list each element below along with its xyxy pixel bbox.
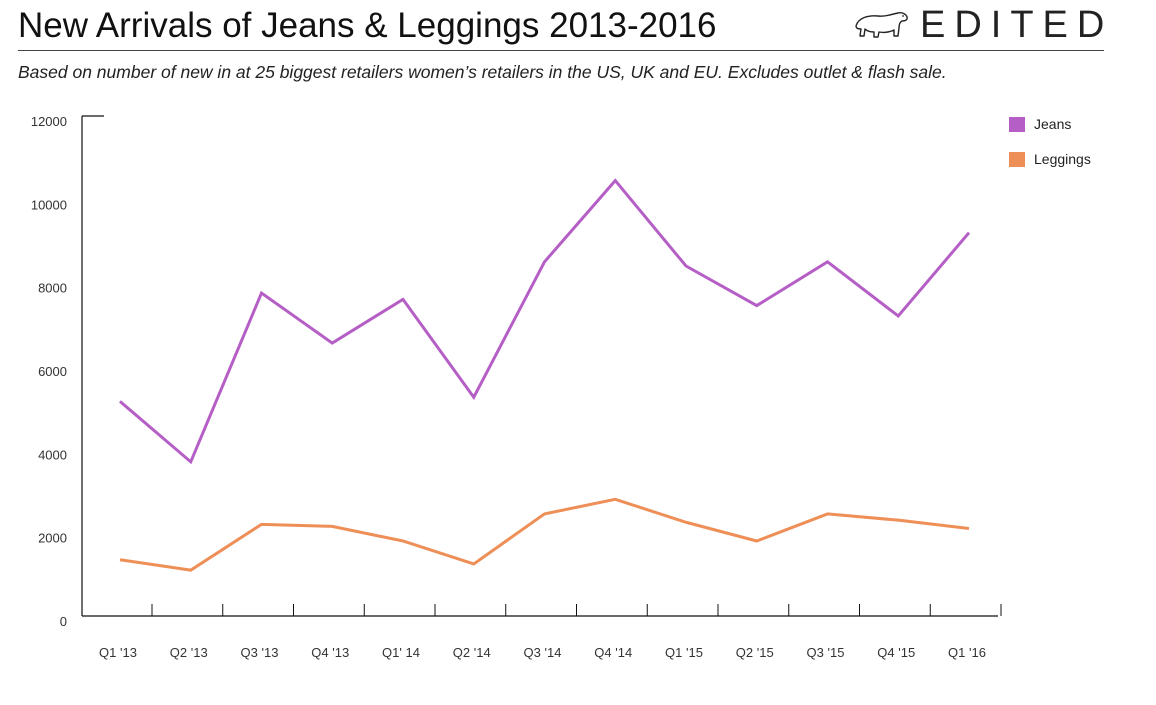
y-tick-label: 4000 xyxy=(38,447,67,462)
brand-name: EDITED xyxy=(920,3,1114,46)
x-tick-label: Q1 '13 xyxy=(99,645,137,660)
x-tick-label: Q4 '15 xyxy=(877,645,915,660)
series-line-leggings xyxy=(119,497,970,572)
x-tick-label: Q1 '16 xyxy=(948,645,986,660)
y-tick-label: 12000 xyxy=(31,114,67,129)
x-tick-label: Q1' 14 xyxy=(382,645,420,660)
legend-swatch-jeans xyxy=(1009,117,1025,132)
legend-swatch-leggings xyxy=(1009,152,1025,167)
legend-label-jeans: Jeans xyxy=(1034,116,1071,132)
polar-bear-icon xyxy=(855,12,908,38)
x-tick-label: Q1 '15 xyxy=(665,645,703,660)
title-divider xyxy=(18,50,1104,51)
y-tick-label: 8000 xyxy=(38,281,67,296)
legend-label-leggings: Leggings xyxy=(1034,151,1091,167)
brand-logo: EDITED xyxy=(852,2,1113,48)
y-tick-label: 2000 xyxy=(38,531,67,546)
x-tick-label: Q3 '14 xyxy=(524,645,562,660)
y-tick-label: 6000 xyxy=(38,364,67,379)
x-tick-label: Q2 '13 xyxy=(170,645,208,660)
series-line-jeans xyxy=(119,178,971,465)
x-tick-label: Q4 '13 xyxy=(311,645,349,660)
chart-title: New Arrivals of Jeans & Leggings 2013-20… xyxy=(18,6,717,45)
x-tick-label: Q3 '13 xyxy=(241,645,279,660)
chart-subtitle: Based on number of new in at 25 biggest … xyxy=(18,62,947,82)
y-tick-label: 0 xyxy=(60,614,67,629)
y-tick-label: 10000 xyxy=(31,197,67,212)
x-tick-label: Q4 '14 xyxy=(594,645,632,660)
x-tick-label: Q2 '15 xyxy=(736,645,774,660)
x-tick-label: Q2 '14 xyxy=(453,645,491,660)
x-tick-label: Q3 '15 xyxy=(807,645,845,660)
